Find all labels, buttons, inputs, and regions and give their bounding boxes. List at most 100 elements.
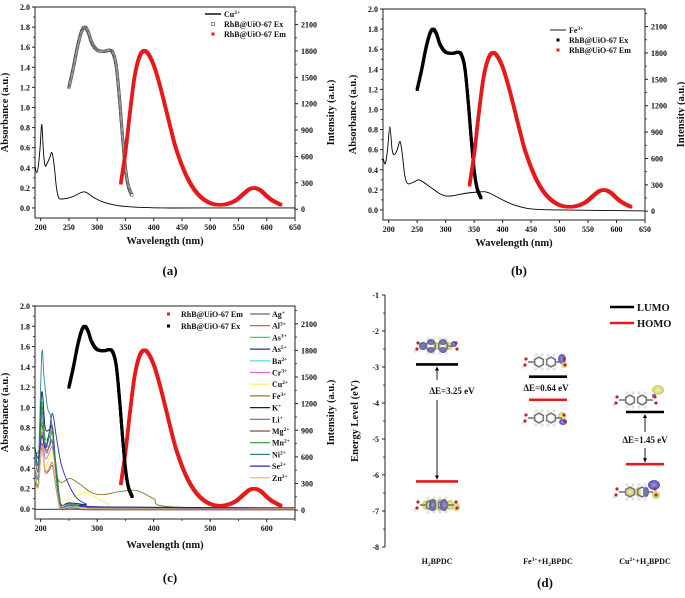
category-label: H2BPDC bbox=[422, 557, 453, 568]
legend-label: RhB@UiO-67 Ex bbox=[224, 20, 283, 29]
category-label-part: 2 bbox=[548, 562, 551, 568]
y2-tick-label: 600 bbox=[301, 453, 313, 462]
y-tick-label: 1.2 bbox=[20, 383, 30, 392]
y2-tick-label: 1500 bbox=[651, 75, 667, 84]
y-tick-label: 1.2 bbox=[368, 85, 378, 94]
category-label-part: 2 bbox=[428, 562, 431, 568]
series-fe3--line bbox=[383, 126, 645, 212]
legend-label: Mg2+ bbox=[272, 427, 289, 436]
x-tick-label: 300 bbox=[91, 524, 103, 533]
hydrogen-atom bbox=[643, 391, 647, 395]
y-tick-label: 1.0 bbox=[368, 105, 378, 114]
legend-label-base: Fe bbox=[569, 26, 578, 35]
hydrogen-atom bbox=[546, 409, 550, 413]
hydrogen-atom bbox=[438, 337, 442, 341]
legend: LUMO HOMO bbox=[610, 303, 671, 330]
hydrogen-atom bbox=[413, 508, 417, 512]
y2-tick-label: 1200 bbox=[301, 100, 317, 109]
category-label-part: BPDC bbox=[551, 557, 573, 566]
y-tick-label: 0.2 bbox=[20, 184, 30, 193]
legend-label: Ag+ bbox=[272, 310, 285, 319]
ring-bond bbox=[425, 499, 437, 511]
chart-panel-a: 0.0 0.2 0.4 0.6 0.8 1.0 1.2 1.4 1.6 1.8 2.0 0 300 600… bbox=[0, 3, 337, 247]
oxygen-atom bbox=[415, 347, 419, 351]
legend-label-sup: 3+ bbox=[281, 369, 287, 375]
plot-frame bbox=[382, 8, 646, 221]
legend-label: RhB@UiO-67 Ex bbox=[569, 36, 628, 45]
legend-label: Se2+ bbox=[272, 462, 286, 471]
hydrogen-atom bbox=[444, 337, 448, 341]
legend-label-sup: 2+ bbox=[284, 439, 290, 445]
y2-tick-label: 900 bbox=[651, 128, 663, 137]
hydrogen-atom bbox=[426, 510, 430, 514]
orbital-lobe bbox=[439, 339, 447, 345]
y-tick-label: 0.8 bbox=[20, 124, 30, 133]
orbital-lobe bbox=[427, 339, 435, 345]
legend-label: K+ bbox=[272, 404, 281, 413]
hydrogen-atom bbox=[625, 405, 629, 409]
hydrogen-atom bbox=[637, 497, 641, 501]
hydrogen-atom bbox=[534, 353, 538, 357]
legend-label-base: Mg bbox=[272, 427, 284, 436]
legend-label-sup: 2+ bbox=[281, 357, 287, 363]
category-label-part: 3+ bbox=[532, 557, 538, 563]
oxygen-atom bbox=[524, 413, 528, 417]
y2-tick-label: 1800 bbox=[651, 49, 667, 58]
y-axis-label: Energy Level (eV) bbox=[350, 380, 361, 462]
y2-axis-label: Intensity (a.u.) bbox=[676, 81, 685, 147]
y-tick-label: -3 bbox=[372, 363, 379, 372]
x-tick-label: 600 bbox=[261, 223, 273, 232]
oxygen-atom bbox=[416, 500, 420, 504]
legend-label-sup: 3+ bbox=[280, 392, 286, 398]
chart-panel-c: 0.0 0.2 0.4 0.6 0.8 1.0 1.2 1.4 1.6 1.8 2.0 0 300 600… bbox=[0, 302, 337, 551]
y2-tick-label: 300 bbox=[651, 181, 663, 190]
y2-axis-label: Intensity (a.u.) bbox=[326, 79, 337, 145]
series-al3--line bbox=[35, 442, 295, 510]
hydrogen-atom bbox=[552, 409, 556, 413]
x-tick-label: 600 bbox=[611, 225, 623, 234]
ring-bond bbox=[624, 394, 636, 406]
y-tick-label: 0.6 bbox=[20, 444, 30, 453]
gap-annotation: ΔE=0.64 eV bbox=[523, 383, 569, 393]
y2-tick-label: 1200 bbox=[651, 102, 667, 111]
hydrogen-atom bbox=[432, 496, 436, 500]
legend-label: RhB@UiO-67 Ex bbox=[181, 322, 240, 331]
category-label: Fe3++H2BPDC bbox=[523, 557, 573, 568]
hydrogen-atom bbox=[534, 367, 538, 371]
y-axis-label: Absorbance (a.u.) bbox=[0, 72, 11, 152]
y2-tick-label: 2100 bbox=[301, 320, 317, 329]
legend-label: RhB@UiO-67 Em bbox=[224, 30, 286, 39]
hydrogen-atom bbox=[546, 353, 550, 357]
legend-label-sup: 2+ bbox=[280, 450, 286, 456]
y2-tick-label: 1200 bbox=[301, 400, 317, 409]
panel-label: (a) bbox=[162, 263, 177, 278]
panel-label: (b) bbox=[511, 263, 527, 278]
legend-label-base: Cr bbox=[272, 369, 282, 378]
legend-label-sup: 2+ bbox=[234, 10, 240, 16]
y-tick-label: 1.0 bbox=[20, 103, 30, 112]
data-point bbox=[628, 205, 633, 209]
y2-tick-label: 600 bbox=[651, 154, 663, 163]
y-tick-label: 1.6 bbox=[368, 45, 378, 54]
plot-area bbox=[35, 324, 295, 511]
legend-label-sup: 3+ bbox=[280, 322, 286, 328]
hydrogen-atom bbox=[612, 403, 616, 407]
y2-tick-label: 900 bbox=[301, 426, 313, 435]
category-label-part: 2+ bbox=[630, 557, 636, 563]
hydrogen-atom bbox=[612, 495, 616, 499]
orbital-lobe bbox=[648, 480, 660, 490]
x-tick-label: 200 bbox=[35, 524, 47, 533]
x-tick-label: 450 bbox=[176, 223, 188, 232]
legend-label: Fe3+ bbox=[272, 392, 286, 401]
series-mg2--line bbox=[35, 447, 295, 511]
y2-tick-label: 1500 bbox=[301, 73, 317, 82]
hydrogen-atom bbox=[432, 337, 436, 341]
legend-label: Cu2+ bbox=[224, 10, 240, 19]
plot-area bbox=[383, 27, 645, 212]
y2-tick-label: 0 bbox=[651, 207, 655, 216]
oxygen-atom bbox=[455, 506, 459, 510]
legend-label-base: Fe bbox=[272, 392, 281, 401]
ring-bond bbox=[545, 412, 557, 424]
